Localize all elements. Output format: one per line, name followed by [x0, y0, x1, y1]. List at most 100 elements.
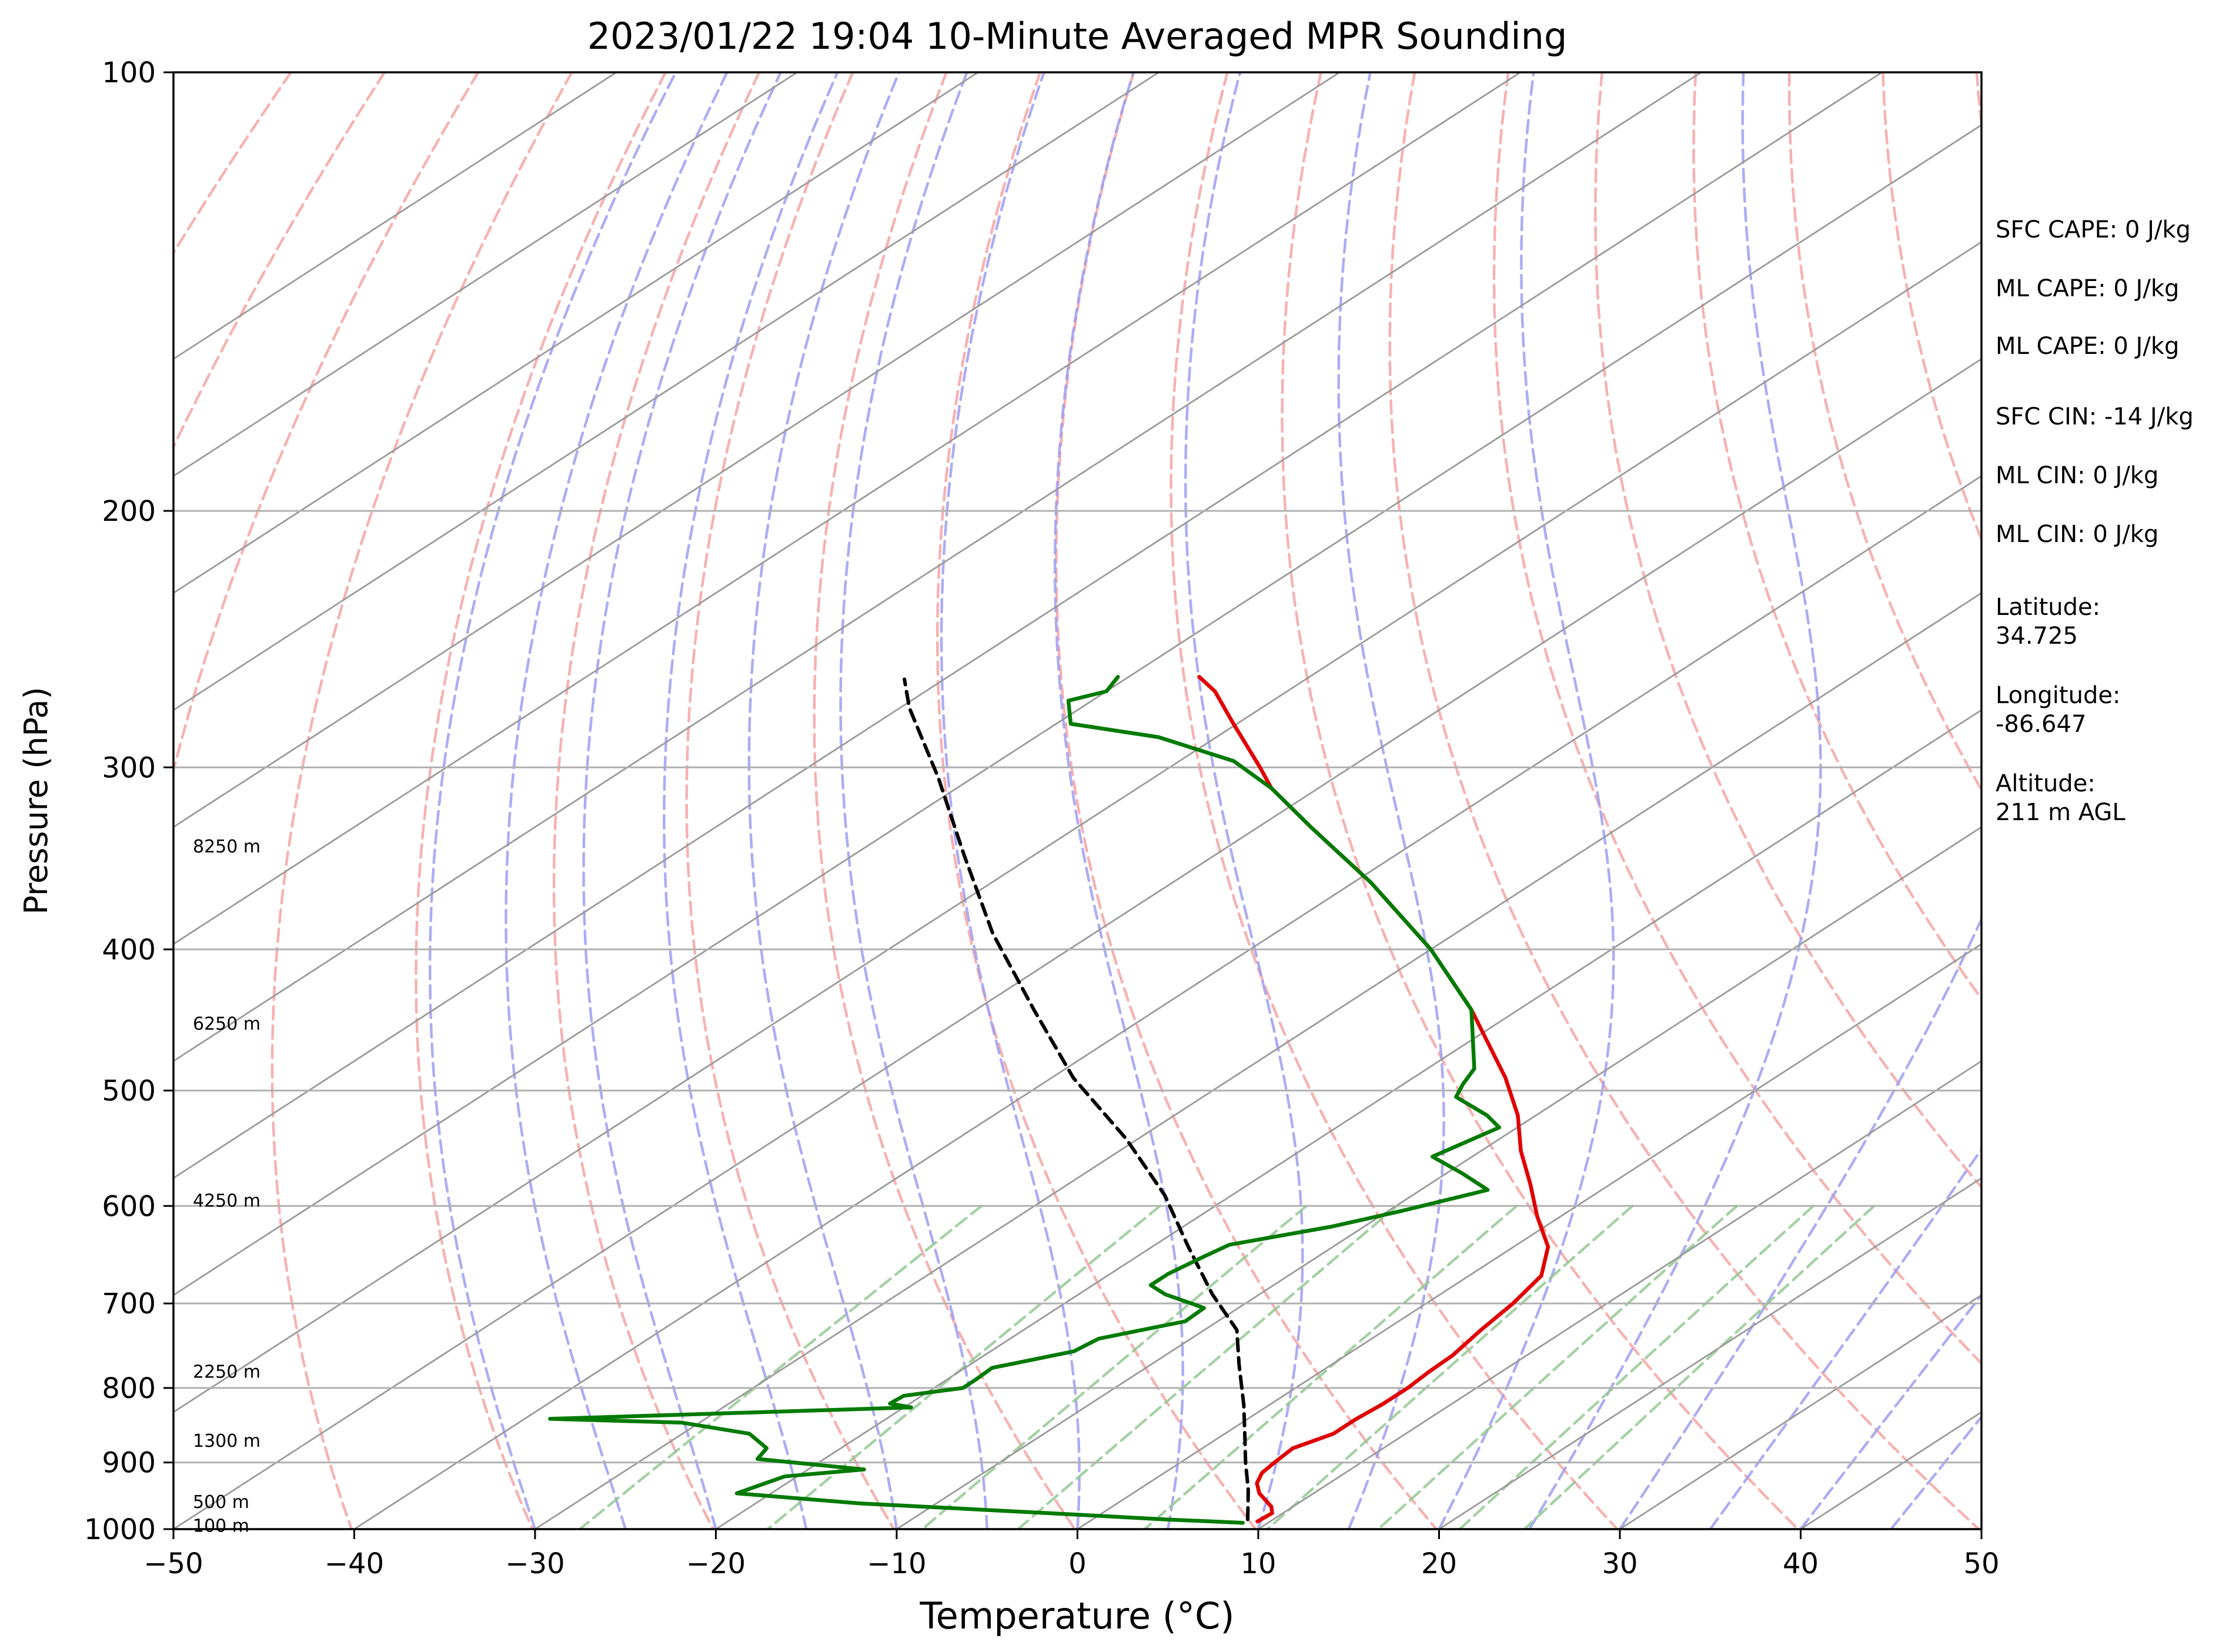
- stats-line: -86.647: [1996, 711, 2086, 738]
- y-tick-label: 700: [102, 1288, 156, 1320]
- mixing-ratio-line: [1143, 1205, 1518, 1529]
- isotherm: [173, 72, 617, 360]
- mixing-ratio-line: [578, 1205, 983, 1529]
- dry-adiabat: [813, 72, 1077, 1529]
- moist-adiabat: [1618, 915, 1981, 1529]
- dry-adiabat: [1281, 72, 1800, 1529]
- dewpoint-line: [548, 675, 1502, 1525]
- x-tick-label: −40: [325, 1547, 384, 1580]
- moist-adiabat: [1709, 1147, 1981, 1529]
- x-tick-label: −10: [867, 1547, 926, 1580]
- dry-adiabat: [1594, 72, 1981, 1189]
- stats-line: Longitude:: [1996, 682, 2120, 709]
- moist-adiabat: [1053, 72, 1184, 1529]
- dry-adiabat: [552, 72, 761, 1529]
- dry-adiabat: [685, 72, 895, 1529]
- y-axis-label: Pressure (hPa): [18, 687, 55, 914]
- parcel-path-line: [903, 677, 1250, 1521]
- x-tick-label: 10: [1240, 1547, 1276, 1580]
- dry-adiabat: [1787, 72, 1981, 792]
- x-tick-label: 50: [1963, 1547, 1999, 1580]
- moist-adiabat: [1184, 72, 1304, 1529]
- isotherm: [896, 826, 1981, 1529]
- moist-adiabat: [663, 72, 839, 1529]
- isotherm: [715, 709, 1981, 1529]
- x-tick-label: 0: [1068, 1547, 1087, 1580]
- stats-line: ML CAPE: 0 J/kg: [1996, 333, 2179, 360]
- y-tick-label: 900: [102, 1447, 156, 1480]
- isotherm: [173, 72, 1159, 711]
- sounding-traces: [548, 675, 1550, 1525]
- y-tick-label: 200: [102, 495, 156, 528]
- y-tick-label: 100: [102, 56, 156, 89]
- mixing-ratio-line: [1458, 1205, 1815, 1529]
- moist-adiabat: [1438, 72, 1615, 1529]
- x-tick-label: 20: [1421, 1547, 1457, 1580]
- axes: −50 −40 −30 −20 −10 0 10 20 30 40 50 100 200 300 400 50…: [84, 56, 2000, 1580]
- height-label: 2250 m: [193, 1362, 260, 1383]
- height-label: 1300 m: [193, 1431, 260, 1452]
- x-tick-label: −30: [505, 1547, 564, 1580]
- isotherm: [1077, 943, 1981, 1529]
- height-labels: 8250 m 6250 m 4250 m 2250 m 1300 m 500 m 100 m: [193, 837, 260, 1537]
- isotherm: [353, 475, 1981, 1529]
- isotherm: [173, 72, 1341, 828]
- stats-line: ML CIN: 0 J/kg: [1996, 462, 2158, 489]
- dry-adiabat: [1692, 72, 1981, 1001]
- x-tick-label: −20: [686, 1547, 746, 1580]
- isotherm: [173, 123, 1981, 1296]
- stats-line: 34.725: [1996, 623, 2078, 650]
- dry-adiabat: [1882, 72, 1981, 543]
- y-tick-label: 800: [102, 1372, 156, 1405]
- sounding-stats: SFC CAPE: 0 J/kg ML CAPE: 0 J/kg ML CAPE: …: [1996, 216, 2194, 826]
- stats-line: SFC CAPE: 0 J/kg: [1996, 216, 2191, 243]
- dry-adiabat: [1388, 72, 1980, 1529]
- x-tick-label: 40: [1783, 1547, 1819, 1580]
- x-tick-label: 30: [1602, 1547, 1638, 1580]
- isotherm: [173, 72, 798, 477]
- mixing-ratio-line: [1376, 1205, 1739, 1529]
- x-tick-label: −50: [143, 1547, 203, 1580]
- isotherm: [534, 592, 1981, 1529]
- stats-line: 211 m AGL: [1996, 799, 2126, 826]
- isotherm: [173, 357, 1981, 1529]
- dry-adiabat: [415, 72, 667, 1529]
- height-label: 4250 m: [193, 1190, 260, 1211]
- moist-adiabat: [1799, 1293, 1981, 1529]
- height-label: 6250 m: [193, 1014, 260, 1035]
- moist-adiabat: [1528, 72, 1822, 1529]
- y-tick-label: 500: [102, 1075, 156, 1108]
- isotherm: [173, 240, 1981, 1413]
- dry-adiabat: [1055, 72, 1438, 1529]
- moist-adiabat: [747, 72, 901, 1529]
- height-label: 8250 m: [193, 837, 260, 857]
- height-label: 500 m: [193, 1492, 249, 1513]
- isotherm: [1438, 1177, 1981, 1529]
- mixing-ratio-line: [766, 1205, 1162, 1529]
- dry-adiabat: [173, 72, 480, 776]
- stats-line: Altitude:: [1996, 770, 2096, 797]
- height-label: 100 m: [193, 1516, 249, 1537]
- y-tick-label: 400: [102, 934, 156, 967]
- moist-adiabat: [839, 72, 989, 1529]
- x-axis-label: Temperature (°C): [919, 1594, 1234, 1637]
- moist-adiabat: [429, 72, 677, 1529]
- isotherm: [173, 72, 1521, 945]
- moist-adiabat: [940, 72, 1081, 1529]
- stats-line: SFC CIN: -14 J/kg: [1996, 403, 2194, 430]
- mixing-ratio-line: [921, 1205, 1308, 1529]
- moist-adiabat: [582, 72, 782, 1529]
- dry-adiabat: [270, 72, 573, 1529]
- mixing-ratio-line: [1523, 1205, 1876, 1529]
- isotherm: [173, 72, 1702, 1062]
- mixing-ratio-line: [1017, 1205, 1399, 1529]
- y-tick-label: 600: [102, 1190, 156, 1223]
- y-tick-label: 300: [102, 751, 156, 784]
- y-tick-label: 1000: [84, 1513, 156, 1546]
- isotherm: [173, 72, 1883, 1179]
- mixing-ratio-line: [1266, 1205, 1634, 1529]
- stats-line: ML CIN: 0 J/kg: [1996, 521, 2158, 548]
- stats-line: Latitude:: [1996, 594, 2100, 621]
